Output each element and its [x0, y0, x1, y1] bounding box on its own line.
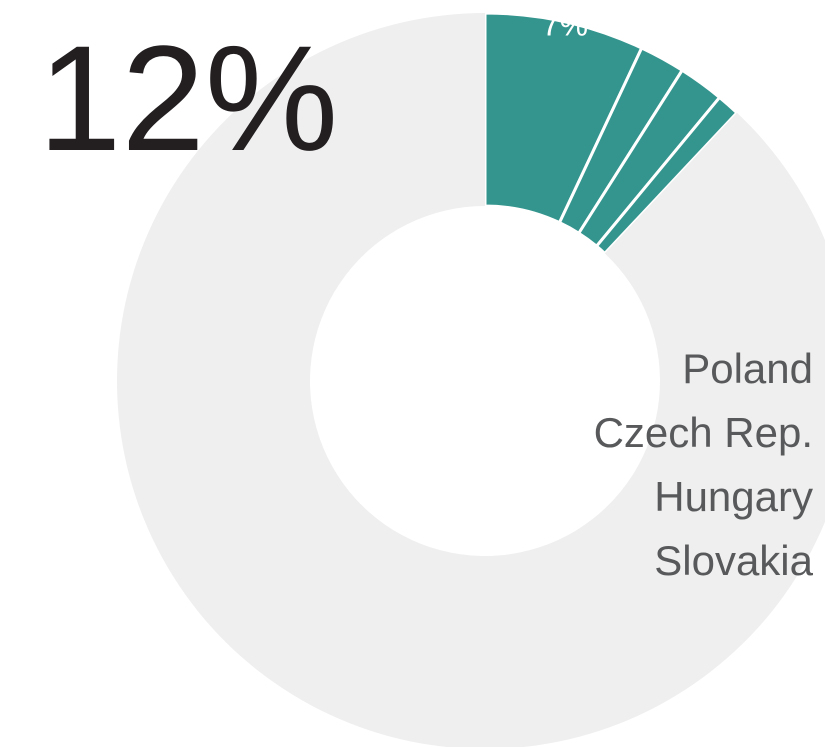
donut-ring — [117, 11, 825, 747]
total-label: 12% — [38, 14, 338, 182]
donut-segment — [595, 95, 739, 255]
legend-label: Slovakia — [654, 537, 813, 584]
legend-label: Poland — [682, 345, 813, 392]
legend-label: Hungary — [654, 473, 813, 520]
legend-label: Czech Rep. — [594, 409, 813, 456]
value-label: 7% — [542, 6, 588, 42]
donut-segment — [117, 13, 825, 747]
